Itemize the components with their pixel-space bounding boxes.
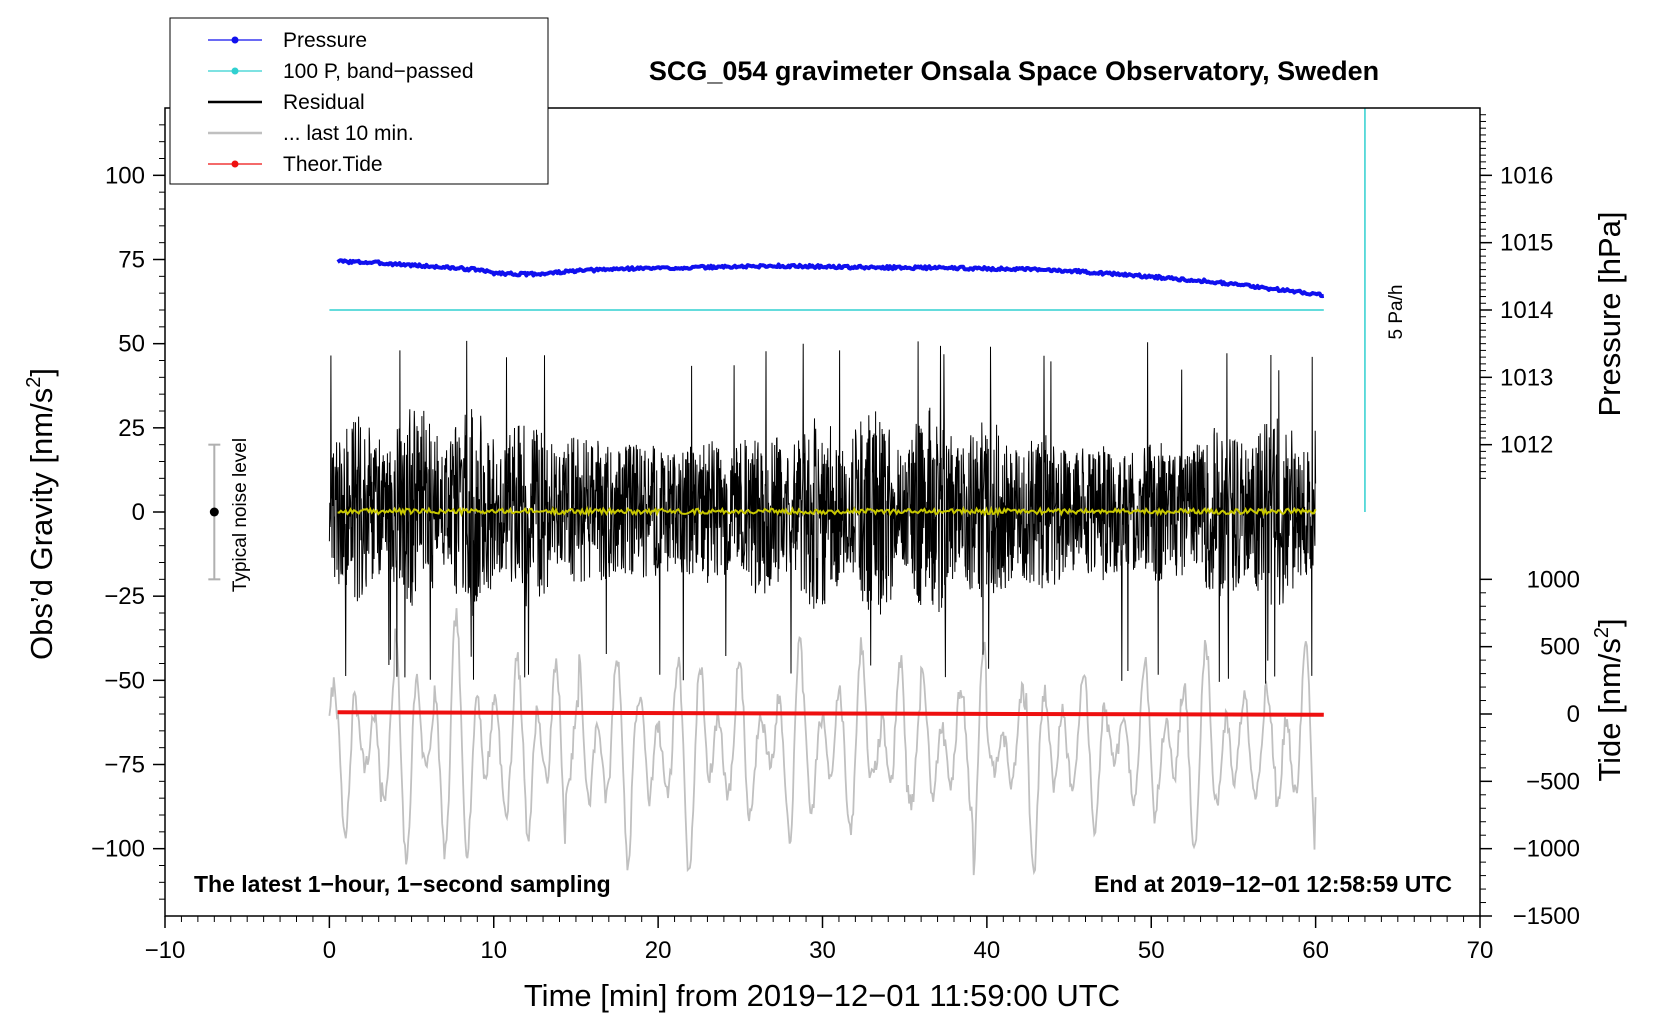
- y-axis-label-pressure: Pressure [hPa]: [1592, 211, 1627, 416]
- residual-trace: [328, 340, 1317, 684]
- tide-tick-label: 500: [1540, 634, 1580, 661]
- legend-label: Theor.Tide: [283, 153, 383, 176]
- y-tick-label: 25: [118, 415, 145, 442]
- tide-label-close: ]: [1592, 618, 1627, 627]
- noise-level-label: Typical noise level: [230, 438, 251, 592]
- y-axis-label-close: ]: [24, 368, 59, 377]
- legend-marker: [231, 160, 239, 168]
- x-axis-label: Time [min] from 2019−12−01 11:59:00 UTC: [524, 978, 1120, 1013]
- x-tick-label: 10: [480, 937, 507, 964]
- pressure-trace: [336, 258, 1325, 299]
- chart-title: SCG_054 gravimeter Onsala Space Observat…: [649, 56, 1379, 86]
- y-tick-label: 50: [118, 331, 145, 358]
- y-tick-label: −100: [91, 836, 145, 863]
- tide-label-sup: 2: [1591, 627, 1613, 638]
- axes-frame: −10 0 10 20 30 40 50 60 701007550250−25−50−75−10…: [91, 107, 1580, 964]
- pressure-tick-label: 1016: [1500, 162, 1553, 189]
- x-tick-label: 30: [809, 937, 836, 964]
- tide-tick-label: 0: [1567, 701, 1580, 728]
- legend-label: Pressure: [283, 29, 367, 52]
- tide-tick-label: −500: [1526, 768, 1580, 795]
- y-tick-label: −75: [104, 752, 145, 779]
- last-10-min-trace: [328, 608, 1317, 876]
- note-left: The latest 1−hour, 1−second sampling: [194, 871, 611, 897]
- x-tick-label: 60: [1302, 937, 1329, 964]
- tide-tick-label: −1000: [1513, 836, 1580, 863]
- legend-marker: [231, 36, 239, 44]
- residual-smoothed-trace: [337, 505, 1317, 518]
- pressure-tick-label: 1013: [1500, 364, 1553, 391]
- legend: Pressure 100 P, band−passed Residual ... la…: [169, 17, 549, 185]
- plot-layer: [208, 108, 1366, 876]
- tide-tick-label: −1500: [1513, 903, 1580, 930]
- theoretical-tide-trace: [337, 710, 1324, 717]
- x-tick-label: 0: [323, 937, 336, 964]
- y-tick-label: 75: [118, 247, 145, 274]
- pressure-tick-label: 1015: [1500, 230, 1553, 257]
- x-tick-label: 50: [1138, 937, 1165, 964]
- y-axis-label-sup: 2: [23, 377, 45, 388]
- x-tick-label: 20: [645, 937, 672, 964]
- legend-label: Residual: [283, 91, 365, 114]
- y-axis-label-left: Obs’d Gravity [nm/s2]: [23, 368, 59, 660]
- pressure-tick-label: 1012: [1500, 432, 1553, 459]
- tide-tick-label: 1000: [1527, 566, 1580, 593]
- y-tick-label: 0: [132, 499, 145, 526]
- y-tick-label: −50: [104, 667, 145, 694]
- legend-marker: [231, 67, 239, 75]
- note-right: End at 2019−12−01 12:58:59 UTC: [1094, 871, 1452, 897]
- x-tick-label: −10: [145, 937, 186, 964]
- legend-label: 100 P, band−passed: [283, 60, 474, 83]
- tide-label-text: Tide [nm/s: [1592, 638, 1627, 782]
- pressure-tick-label: 1014: [1500, 297, 1553, 324]
- y-tick-label: −25: [104, 583, 145, 610]
- y-axis-label-text: Obs’d Gravity [nm/s: [24, 388, 59, 660]
- y-axis-label-tide: Tide [nm/s2]: [1591, 618, 1627, 781]
- y-tick-label: 100: [105, 162, 145, 189]
- legend-label: ... last 10 min.: [283, 122, 414, 145]
- x-tick-label: 40: [974, 937, 1001, 964]
- noise-level-point: [209, 507, 219, 517]
- pressure-rate-label: 5 Pa/h: [1386, 285, 1407, 340]
- x-tick-label: 70: [1467, 937, 1494, 964]
